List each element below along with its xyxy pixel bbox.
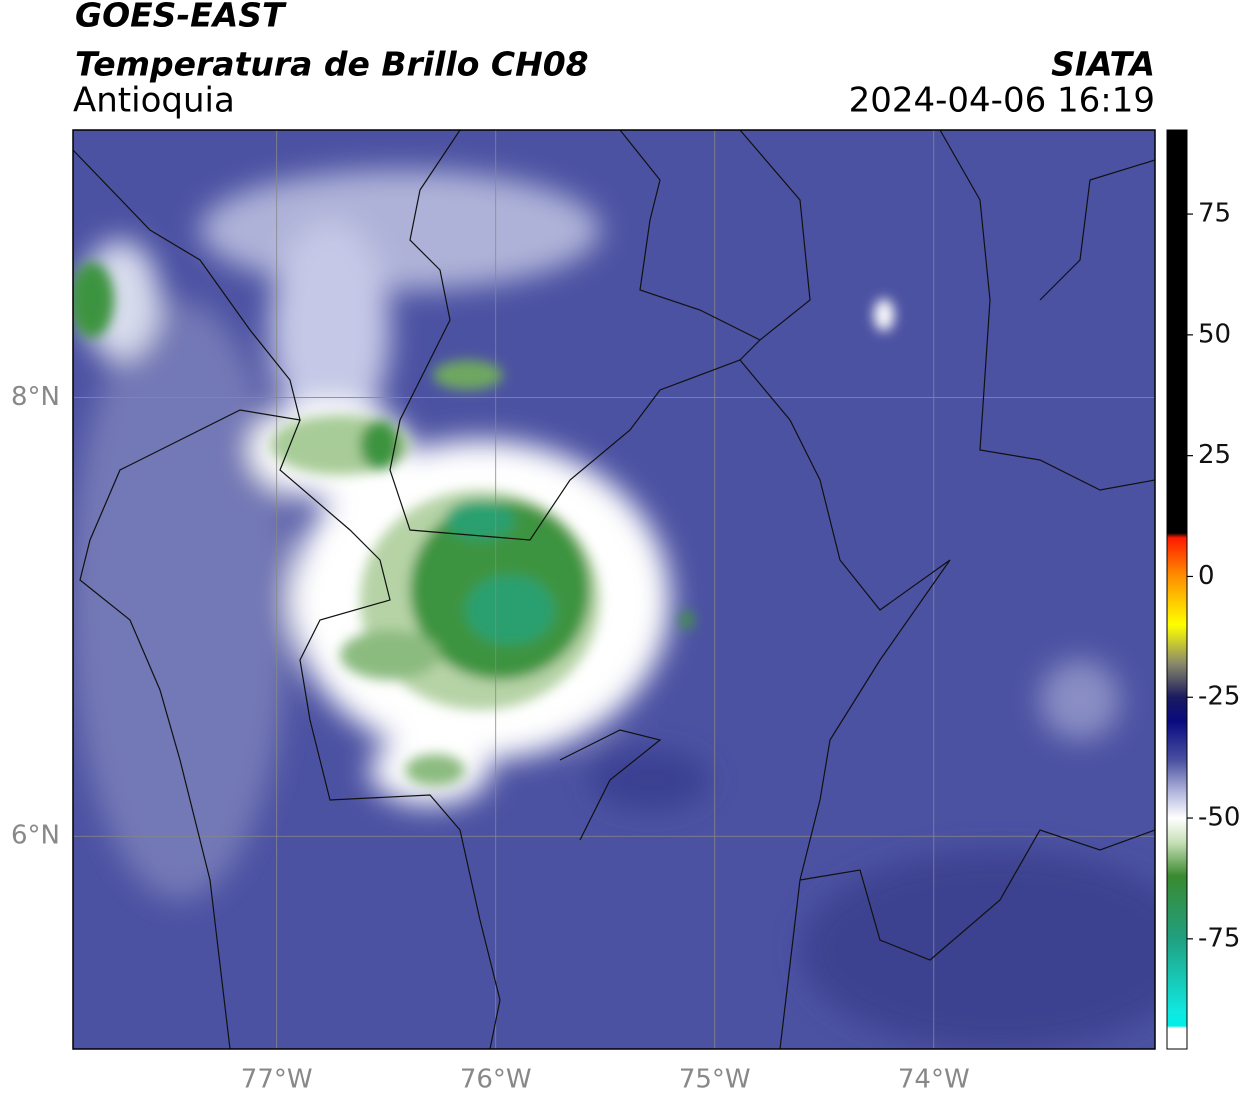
map [73, 130, 1155, 1049]
lat-tick-label: 6°N [11, 821, 60, 851]
colorbar-tick-label: -50 [1198, 803, 1240, 833]
colorbar-tick-label: 50 [1198, 319, 1231, 349]
border [389, 130, 951, 611]
cold-cloud-tops [73, 262, 894, 786]
lon-tick-label: 75°W [679, 1065, 751, 1095]
title: GOES-EAST [75, 0, 287, 35]
lat-tick-label: 8°N [11, 382, 60, 412]
colorbar-tick-label: -25 [1198, 682, 1240, 712]
border [779, 559, 951, 1049]
lon-tick-label: 74°W [898, 1065, 970, 1095]
source: SIATA [1051, 45, 1155, 84]
border [559, 729, 662, 841]
border [939, 130, 1155, 491]
colorbar-tick-label: -75 [1198, 923, 1240, 953]
border [799, 829, 1155, 961]
map-frame [72, 129, 1156, 1050]
colorbar: 75 50 25 0 -25 -50 -75 [1166, 129, 1240, 1050]
lon-tick-label: 76°W [460, 1065, 532, 1095]
colorbar-tick-label: 25 [1198, 440, 1231, 470]
colorbar-tick-label: 0 [1198, 561, 1215, 591]
lon-tick-label: 77°W [241, 1065, 313, 1095]
grid [73, 130, 1155, 1049]
colorbar-scale [1166, 129, 1188, 1050]
region: Antioquia [73, 81, 235, 121]
border [619, 130, 811, 361]
colorbar-tick-label: 75 [1198, 199, 1231, 229]
border [279, 419, 501, 1049]
coastline [73, 149, 301, 1049]
subtitle: Temperatura de Brillo CH08 [75, 45, 589, 84]
datetime: 2024-04-06 16:19 [849, 81, 1155, 121]
